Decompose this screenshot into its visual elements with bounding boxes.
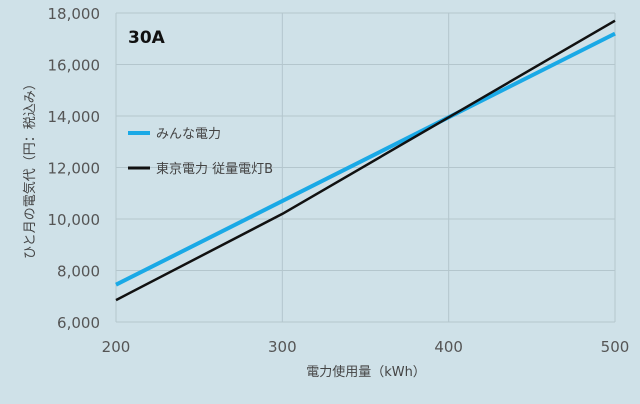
- x-axis-label: 電力使用量（kWh）: [306, 364, 426, 380]
- x-tick-label: 400: [434, 338, 463, 356]
- x-tick-label: 200: [102, 338, 131, 356]
- legend-label: みんな電力: [156, 127, 221, 142]
- series-line-1: [115, 31, 616, 287]
- y-tick-label: 10,000: [48, 211, 101, 229]
- series-line-2: [115, 19, 616, 302]
- series-lines: [115, 19, 616, 302]
- y-tick-label: 12,000: [48, 160, 101, 178]
- y-tick-label: 14,000: [48, 108, 101, 126]
- x-tick-label: 500: [601, 338, 630, 356]
- y-tick-label: 6,000: [57, 314, 100, 332]
- y-tick-label: 16,000: [48, 57, 101, 75]
- legend-label: 東京電力 従量電灯B: [156, 161, 273, 177]
- chart-title: 30A: [128, 28, 166, 48]
- x-tick-label: 300: [268, 338, 297, 356]
- axes: 6,000 8,000 10,000 12,000 14,000 16,000 18,000…: [48, 5, 630, 356]
- y-tick-label: 18,000: [48, 5, 101, 23]
- gridlines: [115, 12, 616, 323]
- y-tick-label: 8,000: [57, 263, 100, 281]
- y-axis-label: ひと月の電気代（円：税込み）: [22, 77, 38, 259]
